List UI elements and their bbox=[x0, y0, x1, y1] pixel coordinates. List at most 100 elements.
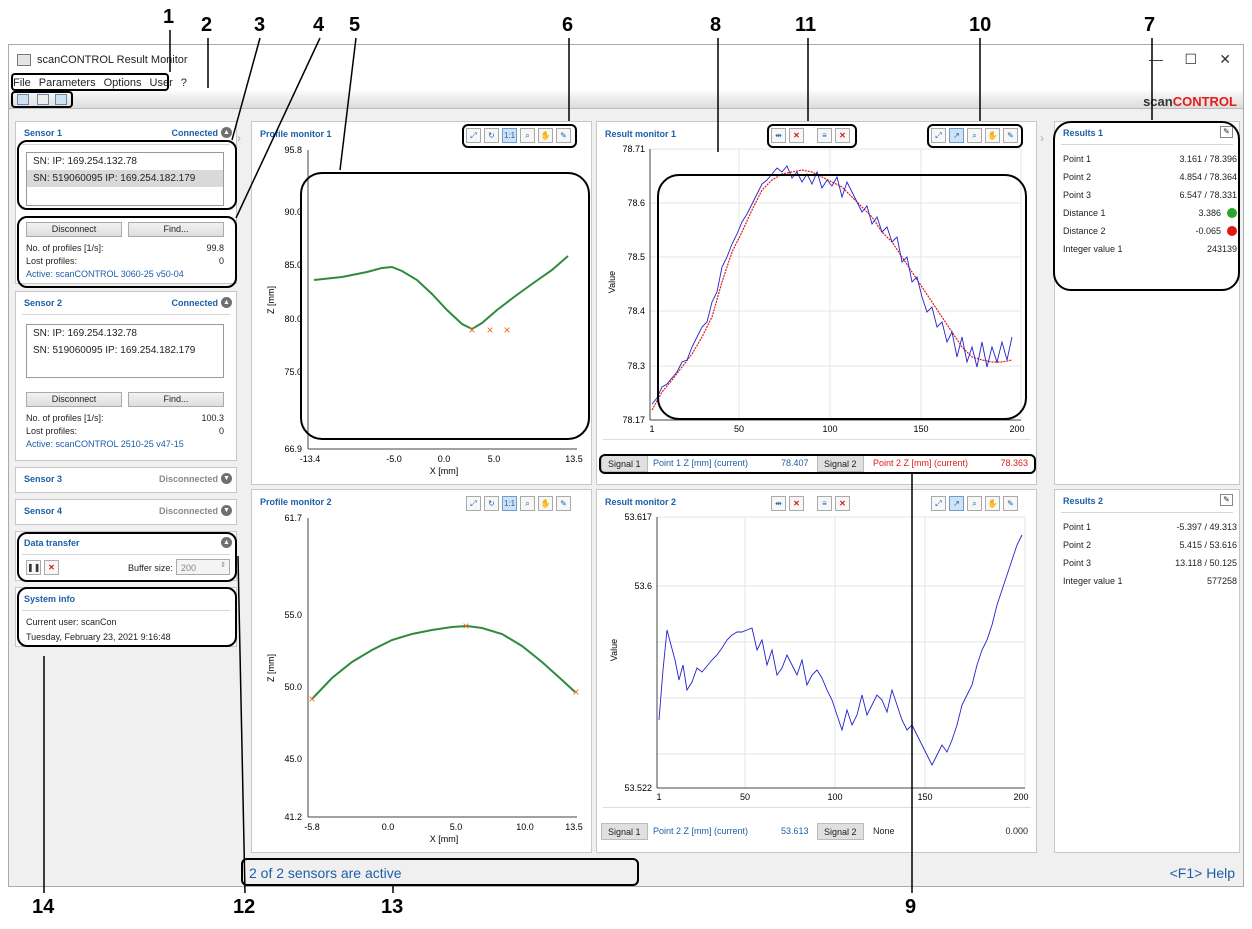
pause-icon[interactable]: ❚❚ bbox=[26, 560, 41, 575]
buffer-size-input[interactable]: 200 ⇕ bbox=[176, 559, 230, 575]
sensor-1-ip-list[interactable]: SN: IP: 169.254.132.78 SN: 519060095 IP:… bbox=[26, 152, 224, 206]
close-button[interactable]: ✕ bbox=[1219, 51, 1231, 67]
picker-icon[interactable]: ✎ bbox=[1003, 128, 1018, 143]
menu-options[interactable]: Options bbox=[103, 77, 142, 89]
remove-limit-icon[interactable]: ✕ bbox=[835, 128, 850, 143]
list-item[interactable]: SN: 519060095 IP: 169.254.182.179 bbox=[33, 345, 196, 356]
remove-marker-icon[interactable]: ✕ bbox=[789, 496, 804, 511]
list-item[interactable]: SN: IP: 169.254.132.78 bbox=[33, 328, 137, 339]
fit-icon[interactable]: ⤢ bbox=[466, 496, 481, 511]
callout-box-toolbar bbox=[11, 91, 73, 108]
signal-1-tab[interactable]: Signal 1 bbox=[601, 823, 648, 840]
active-sensor-link[interactable]: Active: scanCONTROL 2510-25 v47-15 bbox=[26, 439, 184, 449]
result-monitor-2-plot[interactable]: 53.617 53.6 53.522 1 50 100 150 200 Valu… bbox=[597, 490, 1038, 854]
add-limit-icon[interactable]: ≡ bbox=[817, 128, 832, 143]
app-window: scanCONTROL Result Monitor — ☐ ✕ File Par… bbox=[8, 44, 1244, 887]
menu-help[interactable]: ? bbox=[180, 77, 187, 89]
sensor-4-status: Disconnected bbox=[158, 506, 218, 516]
chevron-down-icon[interactable]: ▼ bbox=[221, 473, 232, 484]
chevron-up-icon[interactable]: ▲ bbox=[221, 537, 232, 548]
disconnect-button[interactable]: Disconnect bbox=[26, 392, 122, 407]
export-icon[interactable] bbox=[55, 94, 67, 105]
disconnect-button[interactable]: Disconnect bbox=[26, 222, 122, 237]
picker-icon[interactable]: ✎ bbox=[556, 496, 571, 511]
zoom-icon[interactable]: ⌕ bbox=[520, 496, 535, 511]
callout-box-result-toolbar bbox=[927, 124, 1023, 148]
chevron-up-icon[interactable]: ▲ bbox=[221, 297, 232, 308]
menu-user[interactable]: User bbox=[149, 77, 173, 89]
callout-10: 10 bbox=[969, 14, 992, 36]
find-button[interactable]: Find... bbox=[128, 222, 224, 237]
auto-scale-icon[interactable]: ↗ bbox=[949, 128, 964, 143]
add-limit-icon[interactable]: ≡ bbox=[817, 496, 832, 511]
horizontal-scrollbar[interactable] bbox=[603, 807, 1031, 815]
sensor-3-status: Disconnected bbox=[158, 474, 218, 484]
signal-1-value: 78.407 bbox=[781, 458, 809, 468]
callout-box-profile-toolbar bbox=[462, 124, 577, 148]
fit-icon[interactable]: ⤢ bbox=[466, 128, 481, 143]
zoom-icon[interactable]: ⌕ bbox=[967, 496, 982, 511]
profile-monitor-1: Profile monitor 1 ⤢ ↻ 1:1 ⌕ ✋ ✎ 95.8 90.… bbox=[251, 121, 592, 485]
results-2-panel: Results 2 ✎ Point 1 -5.397 / 49.313 Point… bbox=[1054, 489, 1240, 853]
menu-parameters[interactable]: Parameters bbox=[38, 77, 96, 89]
open-config-icon[interactable] bbox=[17, 94, 29, 105]
chevron-right-icon[interactable]: › bbox=[237, 131, 241, 145]
stop-icon[interactable]: ✕ bbox=[44, 560, 59, 575]
status-text: 2 of 2 sensors are active bbox=[249, 865, 402, 881]
x-axis-label: X [mm] bbox=[430, 466, 459, 476]
remove-marker-icon[interactable]: ✕ bbox=[789, 128, 804, 143]
callout-8: 8 bbox=[710, 14, 722, 36]
aspect-1-1-icon[interactable]: 1:1 bbox=[502, 128, 517, 143]
add-marker-icon[interactable]: ⇹ bbox=[771, 128, 786, 143]
zoom-icon[interactable]: ⌕ bbox=[520, 128, 535, 143]
auto-scale-icon[interactable]: ↗ bbox=[949, 496, 964, 511]
active-sensor-link[interactable]: Active: scanCONTROL 3060-25 v50-04 bbox=[26, 269, 184, 279]
find-button[interactable]: Find... bbox=[128, 392, 224, 407]
y-tick-label: 78.71 bbox=[622, 144, 645, 154]
result-monitor-1-plot[interactable]: 78.71 78.6 78.5 78.4 78.3 78.17 1 50 100… bbox=[597, 122, 1038, 486]
result-row: Distance 1 3.386 bbox=[1063, 208, 1237, 218]
signal-2-tab[interactable]: Signal 2 bbox=[817, 823, 864, 840]
aspect-1-1-icon[interactable]: 1:1 bbox=[502, 496, 517, 511]
minimize-button[interactable]: — bbox=[1149, 51, 1163, 67]
fit-icon[interactable]: ⤢ bbox=[931, 496, 946, 511]
pan-icon[interactable]: ✋ bbox=[985, 128, 1000, 143]
maximize-button[interactable]: ☐ bbox=[1184, 51, 1197, 67]
sensor-4-panel[interactable]: Sensor 4 Disconnected ▼ bbox=[15, 499, 237, 525]
profile-monitor-2-plot[interactable]: 61.7 55.0 50.0 45.0 41.2 -5.8 0.0 5.0 10… bbox=[252, 490, 593, 854]
x-axis-label: X [mm] bbox=[430, 834, 459, 844]
help-link[interactable]: <F1> Help bbox=[1169, 865, 1235, 881]
x-tick-label: 5.0 bbox=[450, 822, 463, 832]
save-config-icon[interactable] bbox=[37, 94, 49, 105]
sensor-2-ip-list[interactable]: SN: IP: 169.254.132.78 SN: 519060095 IP:… bbox=[26, 324, 224, 378]
list-item[interactable]: SN: IP: 169.254.132.78 bbox=[33, 156, 137, 167]
chevron-down-icon[interactable]: ▼ bbox=[221, 505, 232, 516]
horizontal-scrollbar[interactable] bbox=[603, 439, 1031, 447]
picker-icon[interactable]: ✎ bbox=[556, 128, 571, 143]
signal-2-name: None bbox=[873, 826, 895, 836]
menu-bar: File Parameters Options User? bbox=[9, 75, 1243, 91]
auto-scale-icon[interactable]: ↻ bbox=[484, 496, 499, 511]
callout-box-system-info bbox=[17, 587, 237, 647]
edit-icon[interactable]: ✎ bbox=[1220, 494, 1233, 506]
menu-file[interactable]: File bbox=[13, 77, 31, 89]
add-marker-icon[interactable]: ⇹ bbox=[771, 496, 786, 511]
chevron-up-icon[interactable]: ▲ bbox=[221, 127, 232, 138]
result-row: Point 1 3.161 / 78.396 bbox=[1063, 154, 1237, 164]
auto-scale-icon[interactable]: ↻ bbox=[484, 128, 499, 143]
list-item[interactable]: SN: 519060095 IP: 169.254.182.179 bbox=[27, 170, 223, 187]
chevron-right-icon[interactable]: › bbox=[1040, 131, 1044, 145]
sensor-3-panel[interactable]: Sensor 3 Disconnected ▼ bbox=[15, 467, 237, 493]
measure-point-marker: × bbox=[462, 619, 469, 633]
signal-2-name: Point 2 Z [mm] (current) bbox=[873, 458, 969, 468]
remove-limit-icon[interactable]: ✕ bbox=[835, 496, 850, 511]
system-info-title: System info bbox=[24, 594, 76, 604]
pan-icon[interactable]: ✋ bbox=[538, 128, 553, 143]
x-tick-label: -5.8 bbox=[304, 822, 320, 832]
result-row: Point 1 -5.397 / 49.313 bbox=[1063, 522, 1237, 532]
picker-icon[interactable]: ✎ bbox=[1003, 496, 1018, 511]
pan-icon[interactable]: ✋ bbox=[538, 496, 553, 511]
fit-icon[interactable]: ⤢ bbox=[931, 128, 946, 143]
pan-icon[interactable]: ✋ bbox=[985, 496, 1000, 511]
zoom-icon[interactable]: ⌕ bbox=[967, 128, 982, 143]
